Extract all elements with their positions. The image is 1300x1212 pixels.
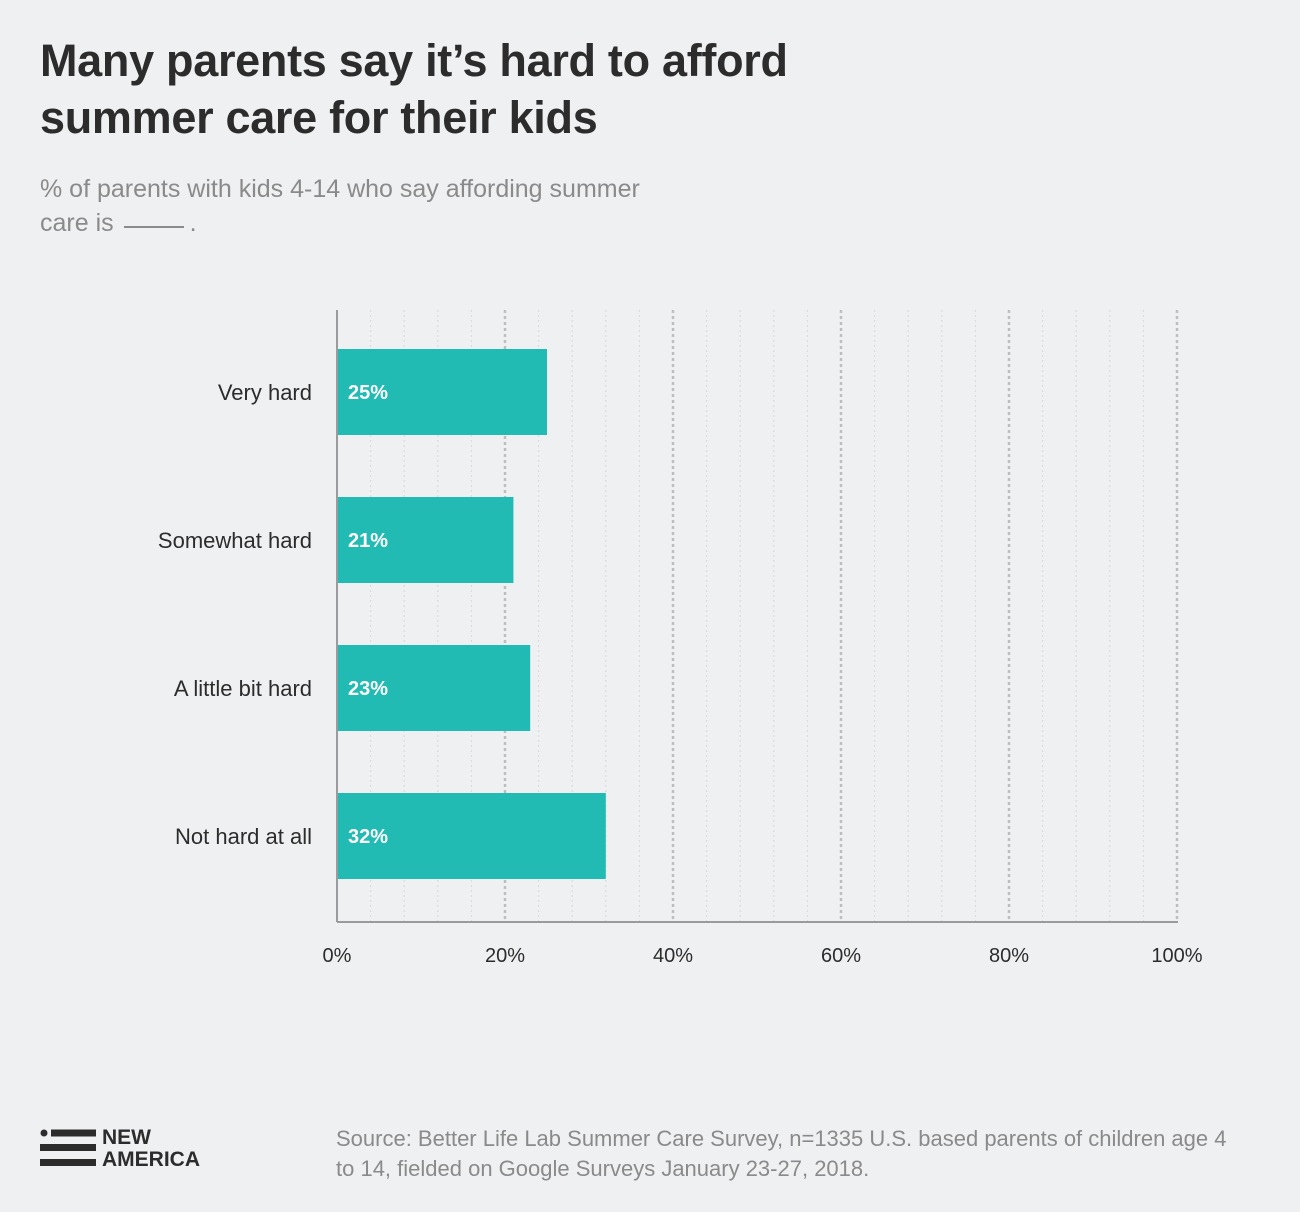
category-label: A little bit hard [174,676,312,701]
x-tick-label: 20% [485,945,525,967]
new-america-logo: NEW AMERICA [40,1127,240,1177]
logo-line-2: AMERICA [102,1148,200,1171]
x-tick-label: 0% [323,945,352,967]
category-label: Not hard at all [175,824,312,849]
x-tick-label: 40% [653,945,693,967]
bar-3 [337,793,606,879]
bar-1 [337,497,514,583]
bar-chart: 25% Very hard 21% Somewhat hard 23% A little … [158,310,1203,967]
logo-line-1: NEW [102,1126,151,1149]
category-label: Very hard [218,380,312,405]
chart-subtitle: % of parents with kids 4-14 who say affo… [40,172,680,240]
category-label: Somewhat hard [158,528,312,553]
source-note: Source: Better Life Lab Summer Care Surv… [336,1126,1227,1181]
x-tick-label: 60% [821,945,861,967]
logo-stripes-icon [40,1129,96,1166]
chart-title: Many parents say it’s hard to afford sum… [40,35,788,143]
bar-2 [337,645,531,731]
x-tick-label: 100% [1151,945,1202,967]
bar-value-label: 23% [348,678,388,700]
subtitle-period: . [189,209,197,237]
bar-value-label: 32% [348,826,388,848]
bar-value-label: 21% [348,530,388,552]
bar-value-label: 25% [348,382,388,404]
logo-wordmark: NEW AMERICA [102,1127,200,1171]
bar-0 [337,349,547,435]
x-tick-label: 80% [989,945,1029,967]
subtitle-text: % of parents with kids 4-14 who say affo… [40,175,640,237]
subtitle-blank-line [123,226,184,229]
